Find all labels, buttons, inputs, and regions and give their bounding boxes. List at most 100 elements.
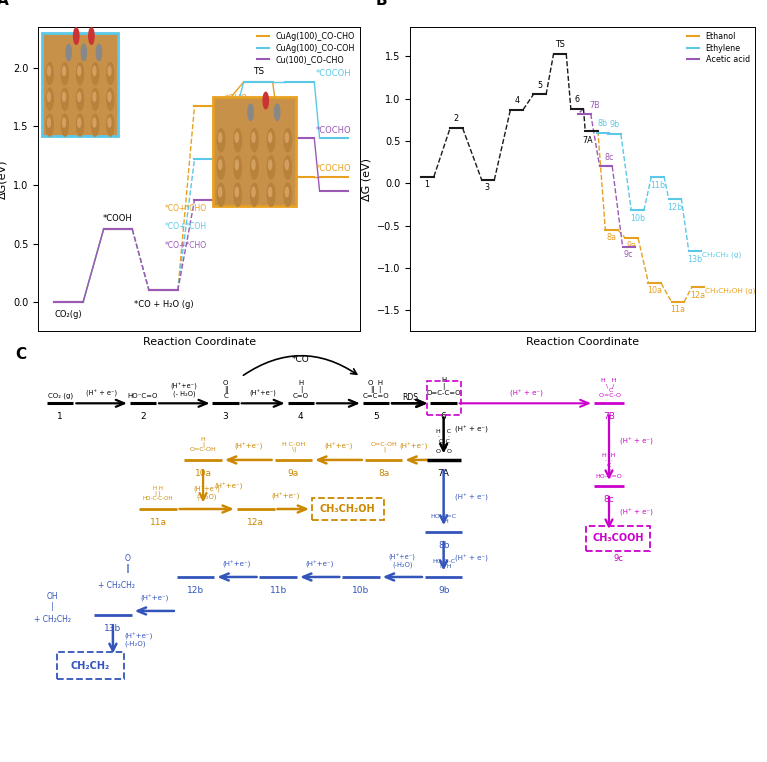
Circle shape bbox=[107, 62, 114, 85]
Text: 8b: 8b bbox=[438, 541, 449, 549]
Text: 3: 3 bbox=[484, 183, 489, 192]
Text: (H⁺ + e⁻): (H⁺ + e⁻) bbox=[621, 509, 653, 517]
Circle shape bbox=[66, 44, 71, 61]
Text: (H⁺ + e⁻): (H⁺ + e⁻) bbox=[455, 426, 488, 434]
Text: *COOH: *COOH bbox=[103, 214, 133, 223]
Text: (H⁺ + e⁻): (H⁺ + e⁻) bbox=[510, 390, 543, 397]
Circle shape bbox=[251, 156, 258, 179]
Text: 10a: 10a bbox=[647, 287, 663, 296]
Circle shape bbox=[251, 183, 258, 207]
Text: (H⁺ + e⁻): (H⁺ + e⁻) bbox=[86, 390, 117, 397]
Text: + CH₂CH₂: + CH₂CH₂ bbox=[98, 581, 135, 590]
Text: 5: 5 bbox=[373, 412, 379, 421]
Bar bbox=[42, 33, 118, 136]
Circle shape bbox=[107, 88, 114, 110]
Text: 9c: 9c bbox=[613, 554, 623, 563]
Text: CO₂ (g): CO₂ (g) bbox=[48, 392, 73, 399]
Circle shape bbox=[77, 92, 81, 101]
Text: 8c: 8c bbox=[604, 153, 614, 162]
Text: *CO+*CHO: *CO+*CHO bbox=[165, 242, 207, 250]
Text: (H⁺+e⁻): (H⁺+e⁻) bbox=[222, 561, 251, 568]
Text: 11b: 11b bbox=[270, 586, 287, 595]
Text: CO₂(g): CO₂(g) bbox=[55, 310, 83, 319]
Circle shape bbox=[235, 187, 239, 197]
Text: H H
| |
HO-C-C-OH: H H | | HO-C-C-OH bbox=[143, 486, 173, 501]
Text: 7A: 7A bbox=[438, 469, 449, 478]
Circle shape bbox=[93, 92, 96, 101]
Text: H
|
O=C-OH: H | O=C-OH bbox=[189, 437, 216, 453]
Circle shape bbox=[268, 187, 272, 197]
Text: (H⁺ + e⁻): (H⁺ + e⁻) bbox=[455, 494, 488, 501]
Circle shape bbox=[234, 183, 242, 207]
Text: 7B: 7B bbox=[603, 412, 615, 421]
Text: HO-C=C
   H: HO-C=C H bbox=[430, 514, 456, 524]
Text: CH₂CH₂ (g): CH₂CH₂ (g) bbox=[703, 251, 742, 258]
Text: OH
|: OH | bbox=[47, 591, 58, 611]
Text: *COCHO: *COCHO bbox=[316, 126, 352, 135]
Circle shape bbox=[48, 66, 51, 75]
Circle shape bbox=[263, 92, 268, 109]
Text: 9b: 9b bbox=[438, 586, 449, 595]
Text: *CO+*COH: *CO+*COH bbox=[165, 223, 207, 232]
Circle shape bbox=[248, 104, 253, 120]
Bar bbox=[587, 527, 650, 550]
Text: *CO: *CO bbox=[292, 355, 310, 363]
Text: (H⁺+e⁻): (H⁺+e⁻) bbox=[305, 561, 334, 568]
Text: TS: TS bbox=[555, 40, 565, 49]
Text: 9a: 9a bbox=[288, 469, 299, 478]
Circle shape bbox=[285, 187, 288, 197]
Text: + CH₂CH₂: + CH₂CH₂ bbox=[35, 615, 71, 624]
Text: (H⁺+e⁻): (H⁺+e⁻) bbox=[140, 594, 169, 602]
Circle shape bbox=[235, 160, 239, 169]
Text: O
‖: O ‖ bbox=[125, 554, 131, 573]
Text: 1: 1 bbox=[58, 412, 63, 421]
Text: *COCHO: *COCHO bbox=[316, 164, 352, 173]
Circle shape bbox=[77, 88, 84, 110]
Circle shape bbox=[234, 156, 242, 179]
Text: (H⁺+e⁻): (H⁺+e⁻) bbox=[234, 443, 262, 450]
Circle shape bbox=[268, 129, 275, 152]
Text: 9b: 9b bbox=[610, 120, 620, 130]
Text: 13b: 13b bbox=[687, 255, 703, 264]
Text: B: B bbox=[376, 0, 387, 8]
Text: H   H
 \  /
  C
 O=C-O: H H \ / C O=C-O bbox=[597, 378, 621, 398]
Circle shape bbox=[91, 62, 99, 85]
Circle shape bbox=[275, 104, 280, 120]
Circle shape bbox=[81, 44, 87, 61]
Circle shape bbox=[108, 92, 111, 101]
Circle shape bbox=[107, 114, 114, 136]
Text: 7B: 7B bbox=[590, 101, 600, 110]
Circle shape bbox=[219, 133, 222, 142]
Text: TS: TS bbox=[252, 66, 264, 75]
Circle shape bbox=[217, 183, 225, 207]
Text: 6: 6 bbox=[441, 412, 446, 421]
X-axis label: Reaction Coordinate: Reaction Coordinate bbox=[526, 337, 640, 347]
Text: 8a: 8a bbox=[607, 233, 617, 242]
Text: RDS: RDS bbox=[402, 392, 418, 402]
Circle shape bbox=[46, 88, 53, 110]
Text: 12b: 12b bbox=[667, 203, 683, 212]
Circle shape bbox=[63, 118, 65, 127]
Circle shape bbox=[217, 156, 225, 179]
Text: HO-C-C
  H H: HO-C-C H H bbox=[432, 559, 455, 569]
Circle shape bbox=[268, 133, 272, 142]
Text: 10a: 10a bbox=[195, 469, 212, 478]
Text: 10b: 10b bbox=[630, 214, 645, 223]
Text: *CHO: *CHO bbox=[225, 187, 249, 197]
Text: 5: 5 bbox=[537, 81, 542, 90]
Circle shape bbox=[284, 129, 291, 152]
Text: *COCOH: *COCOH bbox=[316, 69, 352, 78]
Text: HO⁻C=O: HO⁻C=O bbox=[128, 392, 158, 399]
X-axis label: Reaction Coordinate: Reaction Coordinate bbox=[143, 337, 256, 347]
Circle shape bbox=[219, 160, 222, 169]
Circle shape bbox=[46, 114, 53, 136]
Text: H C-OH
 \|: H C-OH \| bbox=[281, 442, 305, 453]
Text: 4: 4 bbox=[514, 96, 519, 105]
Text: 11a: 11a bbox=[670, 305, 686, 314]
Bar bbox=[312, 498, 384, 520]
Text: 4: 4 bbox=[298, 412, 304, 421]
Text: H  H
·  ·
C
|
HO-C=O: H H · · C | HO-C=O bbox=[596, 453, 622, 479]
Text: (H⁺+e⁻): (H⁺+e⁻) bbox=[400, 443, 428, 450]
Text: CH₃CH₂OH (g): CH₃CH₂OH (g) bbox=[705, 287, 755, 294]
Circle shape bbox=[108, 66, 111, 75]
